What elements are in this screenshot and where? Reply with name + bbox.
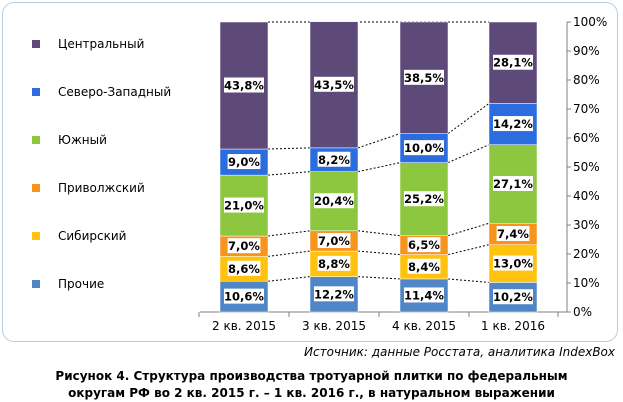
data-label: 27,1% [493, 177, 533, 191]
series-connector-line [267, 171, 311, 176]
data-label-bg [224, 288, 264, 304]
data-label: 28,1% [493, 56, 533, 70]
series-connector-line [357, 250, 401, 256]
data-label-bg [407, 258, 441, 274]
figure-caption: Рисунок 4. Структура производства тротуа… [0, 368, 623, 402]
stacked-bar-chart: 0% 10% 20% 30% 40% 50% 60% 70% 80% 90% 100% 2 кв. 2… [32, 15, 607, 333]
data-label-bg [493, 54, 533, 70]
data-label-bg [317, 151, 351, 167]
y-tick-label: 0% [573, 305, 592, 319]
series-connector-line [447, 222, 490, 237]
data-label: 8,8% [318, 257, 350, 271]
data-label-bg [493, 116, 533, 132]
data-label-bg [493, 255, 533, 271]
data-label-bg [317, 232, 351, 248]
legend-label: Прочие [58, 277, 104, 291]
series-connector-line [267, 230, 311, 237]
series-connector-line [267, 250, 311, 257]
series-connector-line [357, 230, 401, 237]
y-tick-label: 100% [573, 15, 607, 29]
legend-label: Сибирский [58, 229, 126, 243]
data-label: 10,6% [224, 290, 264, 304]
y-tick-label: 50% [573, 160, 600, 174]
series-connector-line [357, 162, 401, 173]
legend-swatch [32, 40, 40, 48]
data-label-bg [314, 286, 354, 302]
data-label-bg [314, 76, 354, 92]
data-label-bg [496, 225, 530, 241]
legend-swatch [32, 88, 40, 96]
y-tick-label: 60% [573, 131, 600, 145]
series-connector-line [447, 278, 490, 283]
data-label: 8,4% [408, 260, 440, 274]
x-tick-label: 4 кв. 2015 [392, 319, 456, 333]
series-connector-line [357, 276, 401, 280]
data-label-bg [224, 197, 264, 213]
data-label: 7,4% [497, 227, 529, 241]
data-label: 20,4% [314, 194, 354, 208]
data-label: 11,4% [404, 288, 444, 302]
series-connector-line [267, 276, 311, 282]
data-label: 25,2% [404, 192, 444, 206]
data-label-bg [227, 154, 261, 170]
data-label: 8,2% [318, 153, 350, 167]
legend-swatch [32, 280, 40, 288]
series-connector-line [447, 244, 490, 256]
legend-swatch [32, 232, 40, 240]
data-label-bg [493, 289, 533, 305]
x-tick-label: 3 кв. 2015 [302, 319, 366, 333]
data-label-bg [314, 193, 354, 209]
data-label: 13,0% [493, 257, 533, 271]
data-label: 43,8% [224, 79, 264, 93]
data-label-bg [227, 260, 261, 276]
legend-label: Центральный [58, 37, 144, 51]
legend-label: Приволжский [58, 181, 145, 195]
data-label: 8,6% [228, 262, 260, 276]
data-label-bg [404, 140, 444, 156]
legend-swatch [32, 136, 40, 144]
data-label-bg [404, 191, 444, 207]
y-tick-label: 90% [573, 44, 600, 58]
data-label: 10,2% [493, 290, 533, 304]
series-connector-line [447, 103, 490, 135]
data-label: 10,0% [404, 141, 444, 155]
legend-label: Северо-Западный [58, 85, 171, 99]
data-label: 7,0% [228, 239, 260, 253]
y-tick-label: 40% [573, 189, 600, 203]
y-tick-label: 20% [573, 247, 600, 261]
caption-line-2: округам РФ во 2 кв. 2015 г. – 1 кв. 2016… [68, 386, 555, 400]
data-label: 6,5% [408, 238, 440, 252]
data-label-bg [404, 69, 444, 85]
data-label-bg [317, 255, 351, 271]
x-tick-label: 2 кв. 2015 [212, 319, 276, 333]
y-tick-label: 80% [573, 73, 600, 87]
data-label: 7,0% [318, 234, 350, 248]
data-label-bg [227, 238, 261, 254]
data-label: 14,2% [493, 117, 533, 131]
data-label: 12,2% [314, 287, 354, 301]
data-label: 21,0% [224, 199, 264, 213]
data-label: 43,5% [314, 78, 354, 92]
series-connector-line [447, 144, 490, 164]
data-label-bg [493, 175, 533, 191]
data-label: 9,0% [228, 155, 260, 169]
legend-label: Южный [58, 133, 107, 147]
legend-swatch [32, 184, 40, 192]
caption-line-1: Рисунок 4. Структура производства тротуа… [55, 369, 568, 383]
series-connector-line [267, 147, 311, 150]
series-connector-line [357, 133, 401, 149]
y-tick-label: 10% [573, 276, 600, 290]
data-label-bg [404, 287, 444, 303]
source-note: Источник: данные Росстата, аналитика Ind… [304, 345, 615, 359]
data-label-bg [224, 77, 264, 93]
y-tick-label: 70% [573, 102, 600, 116]
data-label-bg [407, 237, 441, 253]
x-tick-label: 1 кв. 2016 [481, 319, 545, 333]
data-label: 38,5% [404, 71, 444, 85]
y-tick-label: 30% [573, 218, 600, 232]
